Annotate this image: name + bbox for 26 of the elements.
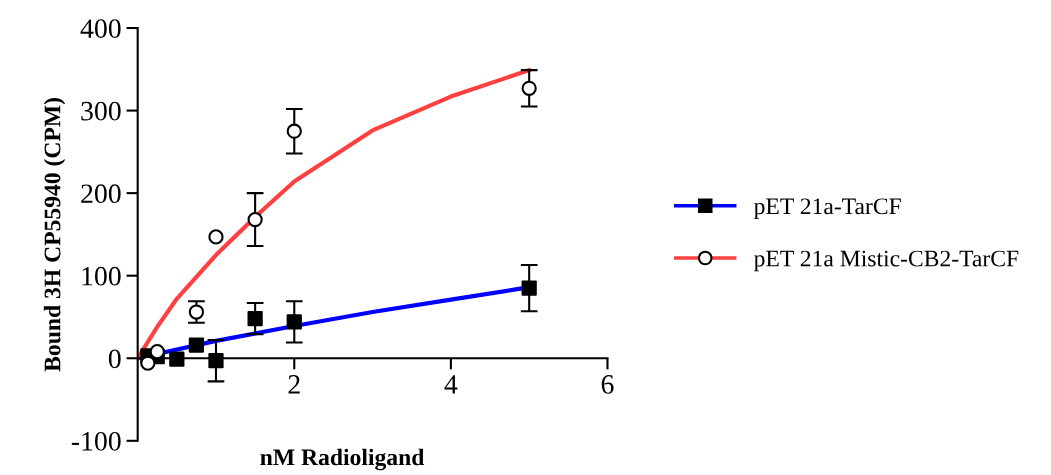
y-tick-label: 300 xyxy=(81,101,121,121)
y-axis-title: Bound 3H CP55940 (CPM) xyxy=(43,98,66,372)
point xyxy=(188,337,205,353)
point xyxy=(521,280,537,296)
point xyxy=(286,314,302,330)
y-tick-label: -100 xyxy=(71,431,121,451)
point xyxy=(247,211,263,228)
point xyxy=(140,355,156,371)
x-tick-label: 2 xyxy=(288,375,300,394)
legend-label: pET 21a-TarCF xyxy=(754,198,901,220)
y-tick-label: 100 xyxy=(82,266,121,286)
y-tick-label: 200 xyxy=(81,184,121,204)
point xyxy=(149,344,165,360)
point xyxy=(169,351,185,367)
x-tick-label: 4 xyxy=(444,375,458,394)
point xyxy=(521,80,537,96)
legend-label: pET 21a Mistic-CB2-TarCF xyxy=(754,250,1019,272)
x-axis-title: nM Radioligand xyxy=(260,448,425,471)
point xyxy=(208,353,224,369)
point xyxy=(247,310,263,327)
x-tick-label: 6 xyxy=(601,375,614,394)
point xyxy=(208,229,224,245)
point xyxy=(286,123,302,139)
y-tick-label: 400 xyxy=(80,19,121,38)
point xyxy=(188,304,205,320)
y-tick-label: 0 xyxy=(108,349,121,369)
